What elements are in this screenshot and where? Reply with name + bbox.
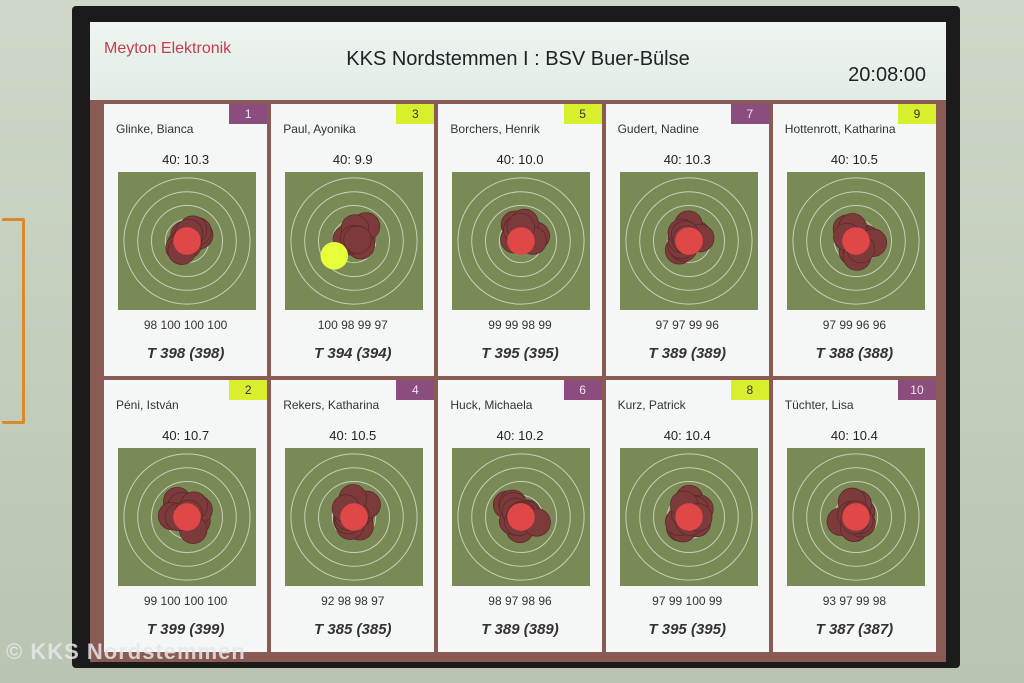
last-shot-mark <box>507 227 536 255</box>
shooter-card: Borchers, Henrik 5 40: 10.0 99 99 98 99 T 39… <box>438 104 602 376</box>
shots-average: 40: 10.7 <box>162 428 210 443</box>
lane-number-badge: 8 <box>730 380 769 400</box>
total-score: T 399 (399) <box>146 621 225 638</box>
last-shot-mark <box>674 503 703 531</box>
target-icon <box>118 448 256 586</box>
last-shot-mark <box>841 503 870 531</box>
last-shot-mark <box>841 227 870 255</box>
watermark: © KKS Nordstemmen <box>6 639 246 664</box>
shots-average: 40: 10.4 <box>830 428 878 443</box>
last-shot-mark <box>507 503 536 531</box>
shooter-name: Hottenrott, Katharina <box>784 122 896 136</box>
shooter-card: Hottenrott, Katharina 9 40: 10.5 97 99 96 9… <box>772 104 936 376</box>
lane-number-badge: 2 <box>229 380 268 400</box>
total-score: T 394 (394) <box>314 345 392 362</box>
shooter-card: Gudert, Nadine 7 40: 10.3 97 97 99 96 T 389 … <box>605 104 769 376</box>
lane-number-badge: 1 <box>229 104 268 124</box>
lane-number-badge: 3 <box>396 104 435 124</box>
last-shot-mark <box>340 503 368 531</box>
total-score: T 387 (387) <box>815 621 894 638</box>
shots-average: 40: 10.5 <box>329 428 377 443</box>
shots-average: 40: 10.5 <box>830 152 878 167</box>
projection-screen: Meyton Elektronik KKS Nordstemmen I : BS… <box>90 22 946 662</box>
scoreboard-header: Meyton Elektronik KKS Nordstemmen I : BS… <box>90 22 946 100</box>
shooter-card: Paul, Ayonika 3 40: 9.9 100 98 99 97 T 394 (… <box>271 104 435 376</box>
series-scores: 93 97 99 98 <box>822 594 887 608</box>
total-score: T 388 (388) <box>815 345 894 362</box>
total-score: T 389 (389) <box>648 345 726 362</box>
shots-average: 40: 10.2 <box>496 428 544 443</box>
shooter-name: Rekers, Katharina <box>283 398 380 412</box>
series-scores: 99 100 100 100 <box>143 594 228 608</box>
shooter-name: Glinke, Bianca <box>116 122 194 136</box>
shooter-card: Huck, Michaela 6 40: 10.2 98 97 98 96 T 389 … <box>438 380 602 652</box>
target-icon <box>285 172 424 310</box>
brand-label: Meyton Elektronik <box>104 40 232 57</box>
shooter-card: Kurz, Patrick 8 40: 10.4 97 99 100 99 T 395 … <box>605 380 769 652</box>
series-scores: 97 99 100 99 <box>652 594 723 608</box>
clock: 20:08:00 <box>848 64 926 86</box>
series-scores: 92 98 98 97 <box>321 594 385 608</box>
last-shot-mark <box>173 227 201 255</box>
target-icon <box>285 448 424 586</box>
shooter-name: Kurz, Patrick <box>617 398 686 412</box>
shooter-name: Huck, Michaela <box>450 398 533 412</box>
shooter-card: Tüchter, Lisa 10 40: 10.4 93 97 99 98 T 387 … <box>772 380 936 652</box>
target-icon <box>619 448 758 586</box>
total-score: T 395 (395) <box>648 621 726 638</box>
shot-mark <box>343 225 372 254</box>
series-scores: 98 100 100 100 <box>143 318 228 332</box>
series-scores: 98 97 98 96 <box>488 594 552 608</box>
shooter-card: Péni, István 2 40: 10.7 99 100 100 100 T 399… <box>104 380 268 652</box>
shooter-name: Tüchter, Lisa <box>784 398 854 412</box>
target-icon <box>452 448 591 586</box>
shooter-card: Glinke, Bianca 1 40: 10.3 98 100 100 100 T 3… <box>104 104 268 376</box>
target-icon <box>118 172 256 310</box>
shots-average: 40: 10.4 <box>663 428 711 443</box>
wall-bracket <box>2 218 25 424</box>
shooter-name: Gudert, Nadine <box>617 122 699 136</box>
total-score: T 395 (395) <box>481 345 559 362</box>
shots-average: 40: 10.3 <box>162 152 210 167</box>
shots-average: 40: 10.3 <box>663 152 711 167</box>
target-icon <box>786 172 925 310</box>
shooter-name: Paul, Ayonika <box>283 122 356 136</box>
match-title: KKS Nordstemmen I : BSV Buer-Bülse <box>346 48 690 70</box>
shooter-card: Rekers, Katharina 4 40: 10.5 92 98 98 97 T 3… <box>271 380 435 652</box>
lane-number-badge: 6 <box>563 380 602 400</box>
total-score: T 385 (385) <box>314 621 392 638</box>
series-scores: 97 99 96 96 <box>822 318 887 332</box>
last-shot-mark <box>173 503 201 531</box>
lane-number-badge: 10 <box>897 380 936 400</box>
series-scores: 99 99 98 99 <box>488 318 552 332</box>
target-icon <box>452 172 591 310</box>
shots-average: 40: 10.0 <box>496 152 544 167</box>
lane-number-badge: 5 <box>563 104 602 124</box>
lane-number-badge: 4 <box>396 380 435 400</box>
series-scores: 97 97 99 96 <box>655 318 719 332</box>
target-icon <box>786 448 925 586</box>
total-score: T 398 (398) <box>146 345 225 362</box>
lane-number-badge: 9 <box>897 104 936 124</box>
shooter-name: Péni, István <box>116 398 179 412</box>
shooter-name: Borchers, Henrik <box>450 122 540 136</box>
last-shot-mark <box>674 227 703 255</box>
lane-number-badge: 7 <box>730 104 769 124</box>
target-icon <box>619 172 758 310</box>
total-score: T 389 (389) <box>481 621 559 638</box>
series-scores: 100 98 99 97 <box>317 318 388 332</box>
shooter-grid: Glinke, Bianca 1 40: 10.3 98 100 100 100 T 3… <box>104 104 936 652</box>
shots-average: 40: 9.9 <box>332 152 373 167</box>
last-shot-mark <box>320 241 349 270</box>
